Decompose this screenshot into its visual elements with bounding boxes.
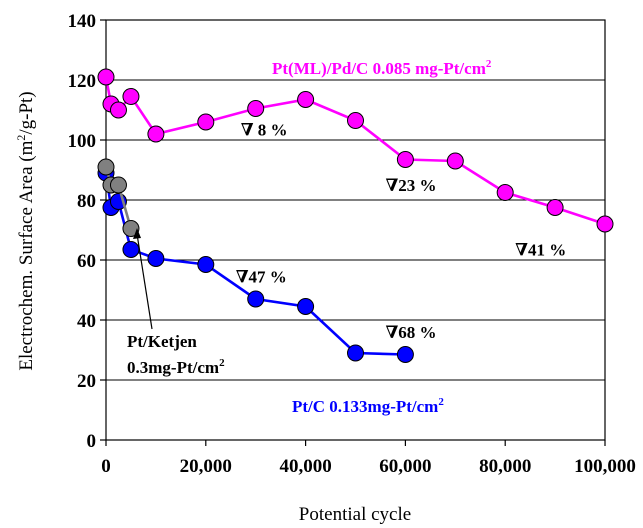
data-point	[109, 101, 127, 119]
x-tick-label: 80,000	[479, 456, 531, 477]
ketjen-pointer-arrowhead	[133, 228, 141, 239]
annotations: ∇ 8 % ∇23 % ∇41 % ∇47 % ∇68 %	[236, 121, 567, 343]
percent-annotation: ∇ 8 %	[241, 121, 288, 140]
data-point	[596, 215, 614, 233]
data-point	[396, 151, 414, 168]
data-point	[347, 112, 364, 129]
data-point	[97, 158, 115, 176]
percent-annotation: ∇68 %	[385, 323, 436, 342]
data-point	[247, 290, 265, 308]
y-tick-label: 40	[77, 311, 96, 332]
grid-lines	[106, 79, 605, 381]
y-axis-title: Electrochem. Surface Area (m2/g-Pt)	[14, 91, 37, 370]
data-point	[247, 100, 265, 117]
data-point	[122, 241, 140, 258]
series-layer	[97, 68, 614, 363]
percent-annotation: ∇41 %	[515, 241, 566, 260]
series-label-ketjen-line2: 0.3mg-Pt/cm2	[127, 357, 225, 377]
y-tick-label: 120	[68, 71, 97, 92]
data-point	[122, 88, 140, 105]
data-point	[97, 68, 115, 86]
series-line	[104, 76, 606, 226]
x-tick-label: 100,000	[574, 456, 636, 477]
data-point	[347, 344, 364, 362]
y-tick-label: 20	[77, 371, 96, 392]
data-point	[297, 91, 315, 108]
y-tick-label: 100	[68, 131, 97, 152]
series-label-ptc: Pt/C 0.133mg-Pt/cm2	[292, 396, 444, 416]
x-tick-label: 20,000	[180, 456, 232, 477]
axis-ticks: 0 20 40 60 80 100 120 140 0 20,000 40,000 60,000 80,…	[68, 11, 636, 477]
ketjen-pointer-line	[136, 233, 153, 330]
data-point	[147, 250, 165, 267]
x-tick-label: 40,000	[279, 456, 331, 477]
data-point	[197, 256, 215, 273]
x-tick-label: 60,000	[379, 456, 431, 477]
data-point	[496, 184, 514, 201]
series-label-ketjen-line1: Pt/Ketjen	[127, 332, 197, 351]
percent-annotation: ∇23 %	[385, 176, 436, 195]
data-point	[297, 298, 315, 315]
x-axis-title: Potential cycle	[299, 504, 411, 525]
y-tick-label: 0	[87, 431, 97, 452]
data-point	[122, 220, 140, 237]
plot-area-frame	[105, 19, 606, 441]
y-tick-label: 60	[77, 251, 96, 272]
y-tick-label: 80	[77, 191, 96, 212]
data-point	[446, 152, 464, 170]
data-point	[546, 199, 564, 216]
data-point	[147, 125, 165, 143]
data-point	[396, 346, 414, 363]
data-point	[197, 113, 215, 131]
x-tick-label: 0	[101, 456, 111, 477]
series-label-ptml: Pt(ML)/Pd/C 0.085 mg-Pt/cm2	[272, 58, 492, 78]
data-point	[109, 176, 127, 194]
percent-annotation: ∇47 %	[236, 268, 287, 287]
y-tick-label: 140	[68, 11, 97, 32]
